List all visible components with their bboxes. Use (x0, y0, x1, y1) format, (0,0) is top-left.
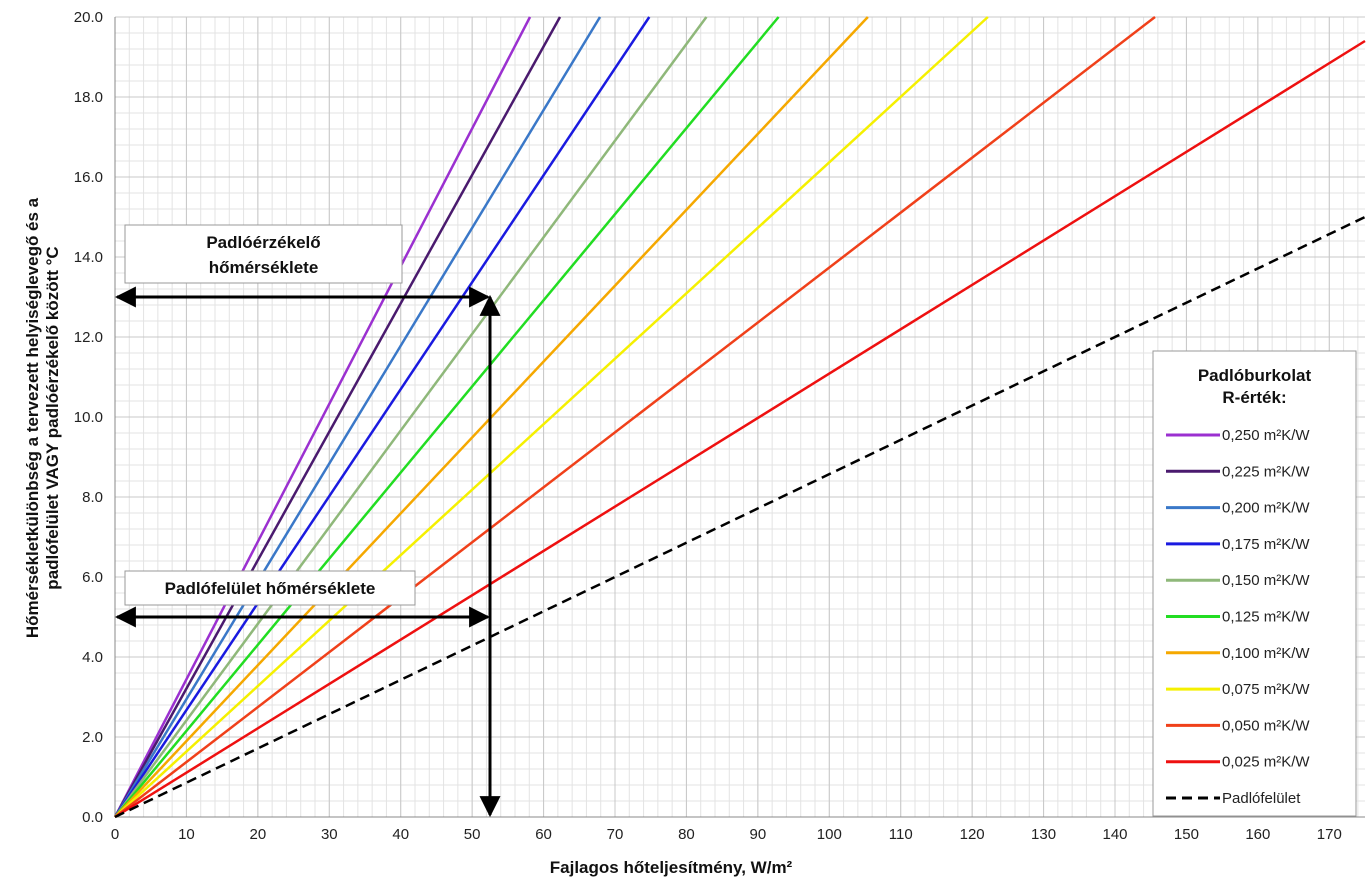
series-line (114, 16, 989, 818)
x-tick-label: 50 (464, 826, 481, 843)
x-tick-label: 20 (250, 826, 267, 843)
x-tick-label: 0 (111, 826, 119, 843)
x-tick-label: 10 (178, 826, 195, 843)
legend-label: 0,200 m²K/W (1222, 500, 1310, 517)
legend-label: 0,025 m²K/W (1222, 754, 1310, 771)
series-line (113, 16, 602, 818)
series-line (113, 16, 708, 818)
x-tick-label: 110 (889, 826, 913, 843)
legend-label: 0,100 m²K/W (1222, 645, 1310, 662)
legend-title-line1: Padlóburkolat (1198, 366, 1312, 385)
y-tick-label: 12.0 (74, 329, 103, 346)
x-tick-label: 120 (960, 826, 985, 843)
y-tick-label: 16.0 (74, 169, 103, 186)
y-tick-label: 20.0 (74, 9, 103, 26)
annotation-box (124, 224, 403, 284)
x-tick-label: 90 (750, 826, 767, 843)
x-axis-title: Fajlagos hőteljesítmény, W/m² (550, 858, 793, 877)
x-tick-label: 80 (678, 826, 695, 843)
x-tick-label: 70 (607, 826, 624, 843)
x-tick-label: 40 (392, 826, 409, 843)
legend-label: 0,050 m²K/W (1222, 717, 1310, 734)
series-line (114, 16, 1156, 818)
series-line (114, 215, 1366, 819)
annotation-text: Padlófelület hőmérséklete (165, 579, 376, 598)
y-tick-label: 6.0 (82, 569, 103, 586)
x-tick-label: 30 (321, 826, 338, 843)
legend-label: Padlófelület (1222, 790, 1301, 807)
legend-label: 0,150 m²K/W (1222, 572, 1310, 589)
legend-label: 0,225 m²K/W (1222, 463, 1310, 480)
x-tick-label: 160 (1245, 826, 1270, 843)
tick-labels: 0 10 20 30 40 50 60 70 80 90 100 110 120 130 140 150 160… (74, 9, 1342, 843)
series-line (113, 16, 532, 818)
series-line (114, 39, 1366, 819)
x-tick-label: 130 (1031, 826, 1056, 843)
x-tick-label: 140 (1102, 826, 1127, 843)
y-tick-label: 4.0 (82, 649, 103, 666)
annotation-text: Padlóérzékelő (206, 233, 320, 252)
y-tick-label: 2.0 (82, 729, 103, 746)
x-tick-label: 170 (1317, 826, 1342, 843)
legend: Padlóburkolat R-érték: 0,250 m²K/W 0,225 m²… (1152, 350, 1357, 817)
axes (114, 17, 1365, 818)
legend-label: 0,125 m²K/W (1222, 609, 1310, 626)
series-line (113, 16, 651, 818)
x-tick-label: 60 (535, 826, 552, 843)
y-tick-label: 8.0 (82, 489, 103, 506)
y-axis-title-line2: padlófelület VAGY padlóérzékelő között °… (43, 246, 62, 589)
legend-label: 0,175 m²K/W (1222, 536, 1310, 553)
legend-label: 0,250 m²K/W (1222, 427, 1310, 444)
x-tick-label: 100 (817, 826, 842, 843)
y-tick-label: 10.0 (74, 409, 103, 426)
legend-title-line2: R-érték: (1222, 388, 1286, 407)
legend-label: 0,075 m²K/W (1222, 681, 1310, 698)
x-tick-label: 150 (1174, 826, 1199, 843)
legend-box (1152, 350, 1357, 817)
series-line (114, 16, 780, 818)
annotation-box (124, 570, 416, 606)
annotation-text: hőmérséklete (209, 258, 319, 277)
y-tick-label: 0.0 (82, 809, 103, 826)
y-tick-label: 18.0 (74, 89, 103, 106)
y-tick-label: 14.0 (74, 249, 103, 266)
series-line (113, 16, 562, 818)
annotations: Padlóérzékelő hőmérséklete Padlófelület hő… (114, 224, 501, 818)
y-axis-title-line1: Hőmérsékletkülönbség a tervezett helyisé… (23, 197, 42, 638)
